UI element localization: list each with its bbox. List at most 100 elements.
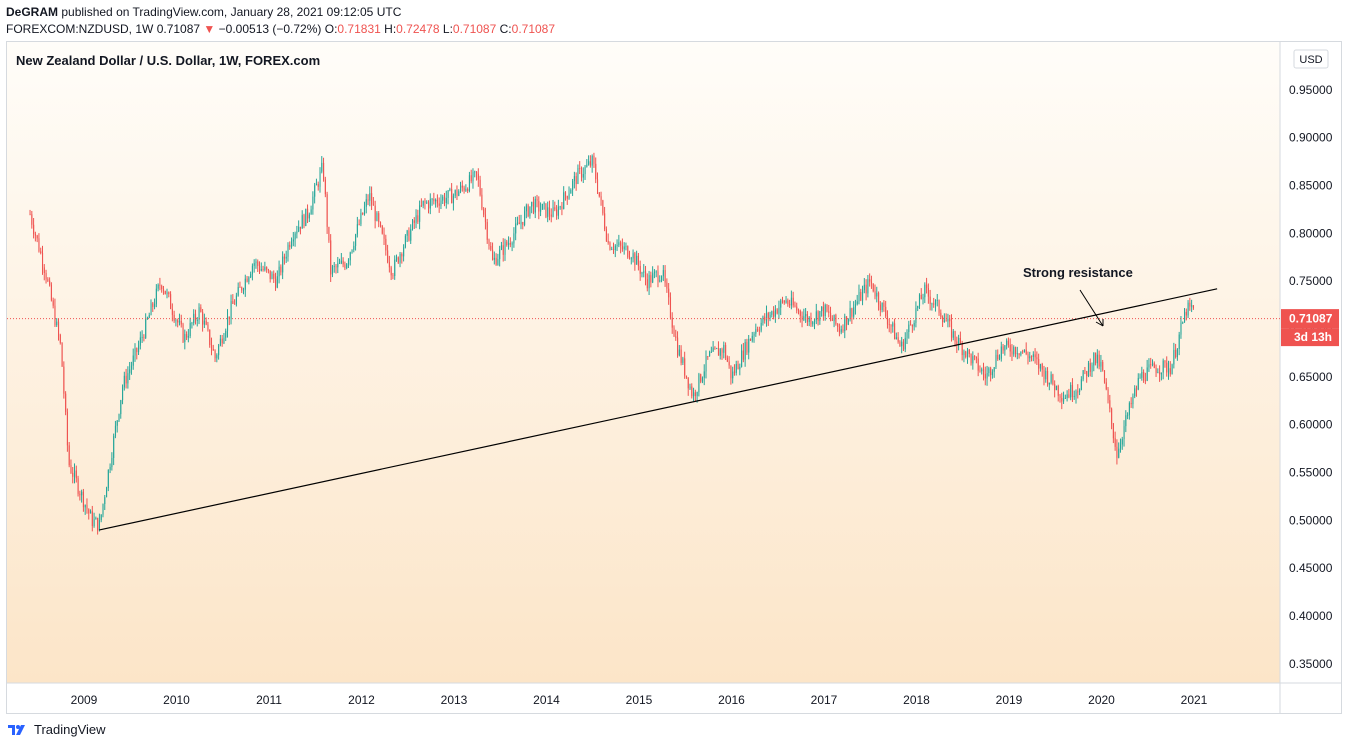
time-tick-label: 2017 [811, 693, 838, 707]
candle-body [162, 289, 165, 291]
candle-body [492, 249, 494, 260]
candle-body [975, 356, 977, 359]
candle-body [698, 374, 700, 393]
candle-body [685, 375, 688, 378]
candle-body [588, 161, 590, 165]
candle-body [200, 307, 202, 312]
candle-body [1103, 370, 1106, 383]
candle-body [243, 289, 245, 291]
candle-body [707, 356, 709, 357]
candle-body [33, 224, 35, 234]
candle-body [271, 273, 273, 280]
candle-body [1127, 414, 1129, 416]
candle-body [730, 365, 732, 379]
candle-body [532, 201, 535, 213]
candle-body [746, 342, 748, 353]
candle-body [701, 377, 704, 382]
candle-body [604, 213, 606, 230]
candle-body [554, 207, 556, 210]
candle-body [645, 271, 647, 280]
candle-body [438, 203, 440, 206]
candle-body [102, 503, 104, 515]
candle-body [684, 358, 686, 376]
candle-body [84, 505, 86, 508]
candle-body [609, 242, 611, 250]
candle-body [1048, 382, 1050, 385]
author-name[interactable]: DeGRAM [6, 5, 59, 19]
tradingview-branding[interactable]: TradingView [6, 722, 106, 737]
candle-body [63, 366, 65, 394]
candle-body [922, 297, 924, 300]
candle-body [618, 242, 620, 246]
candle-body [237, 287, 239, 296]
publish-info: DeGRAM published on TradingView.com, Jan… [6, 5, 401, 19]
candle-body [929, 296, 931, 304]
candle-body [1000, 346, 1002, 359]
candle-body [239, 287, 241, 288]
candle-body [774, 309, 776, 317]
candle-body [93, 519, 95, 527]
candle-body [723, 344, 725, 353]
annotation-text[interactable]: Strong resistance [1023, 265, 1133, 280]
currency-badge[interactable] [1293, 49, 1329, 69]
candle-body [942, 317, 944, 323]
candle-body [545, 203, 547, 217]
candle-body [883, 302, 885, 307]
candle-body [369, 193, 371, 201]
candle-body [500, 245, 503, 250]
candle-body [1141, 372, 1143, 378]
candle-body [180, 320, 182, 325]
candle-body [1015, 347, 1017, 354]
trend-line[interactable] [99, 288, 1218, 531]
candle-body [833, 314, 835, 321]
candle-body [34, 233, 36, 236]
price-axis[interactable]: 0.950000.900000.850000.800000.750000.700… [1289, 83, 1333, 671]
candle-body [842, 329, 844, 332]
candle-body [1139, 377, 1141, 379]
candle-body [411, 220, 414, 230]
candle-body [863, 284, 865, 291]
candle-body [611, 249, 613, 250]
candle-body [614, 245, 616, 250]
candle-body [764, 316, 766, 321]
candle-body [1031, 356, 1033, 358]
candle-body [886, 316, 889, 325]
candle-body [830, 312, 832, 319]
candle-body [984, 373, 986, 379]
candle-body [508, 243, 510, 246]
candle-body [481, 194, 483, 209]
time-axis[interactable]: 2009 2010 2011 2012 2013 2014 2015 2016 2017 2018… [71, 693, 1208, 707]
candle-body [1155, 367, 1157, 373]
candle-body [294, 233, 296, 240]
candle-body [114, 425, 117, 437]
candle-body [805, 313, 807, 317]
candle-body [979, 370, 981, 372]
candle-body [415, 215, 417, 223]
candle-body [490, 246, 492, 250]
price-chart[interactable]: 0.950000.900000.850000.800000.750000.700… [7, 42, 1341, 713]
symbol-label: FOREXCOM:NZDUSD, 1W [6, 22, 154, 36]
candle-body [1093, 352, 1095, 366]
candle-body [95, 517, 97, 520]
candle-body [383, 233, 385, 239]
candle-body [493, 257, 495, 260]
candle-body [516, 222, 519, 224]
candle-body [435, 199, 437, 202]
candle-body [1153, 363, 1155, 368]
candle-body [499, 249, 501, 260]
candle-body [210, 345, 213, 350]
candle-body [938, 300, 940, 313]
candle-body [187, 336, 189, 338]
candle-body [1009, 344, 1011, 352]
candle-body [600, 196, 602, 201]
candle-body [56, 321, 58, 326]
candle-body [310, 209, 312, 215]
candle-body [1134, 388, 1136, 397]
candle-body [506, 241, 508, 246]
candle-body [682, 358, 684, 363]
candle-body [337, 263, 339, 268]
candle-body [1055, 385, 1058, 391]
price-tick-label: 0.90000 [1289, 131, 1333, 145]
candle-body [477, 173, 479, 180]
candle-body [1109, 400, 1111, 409]
